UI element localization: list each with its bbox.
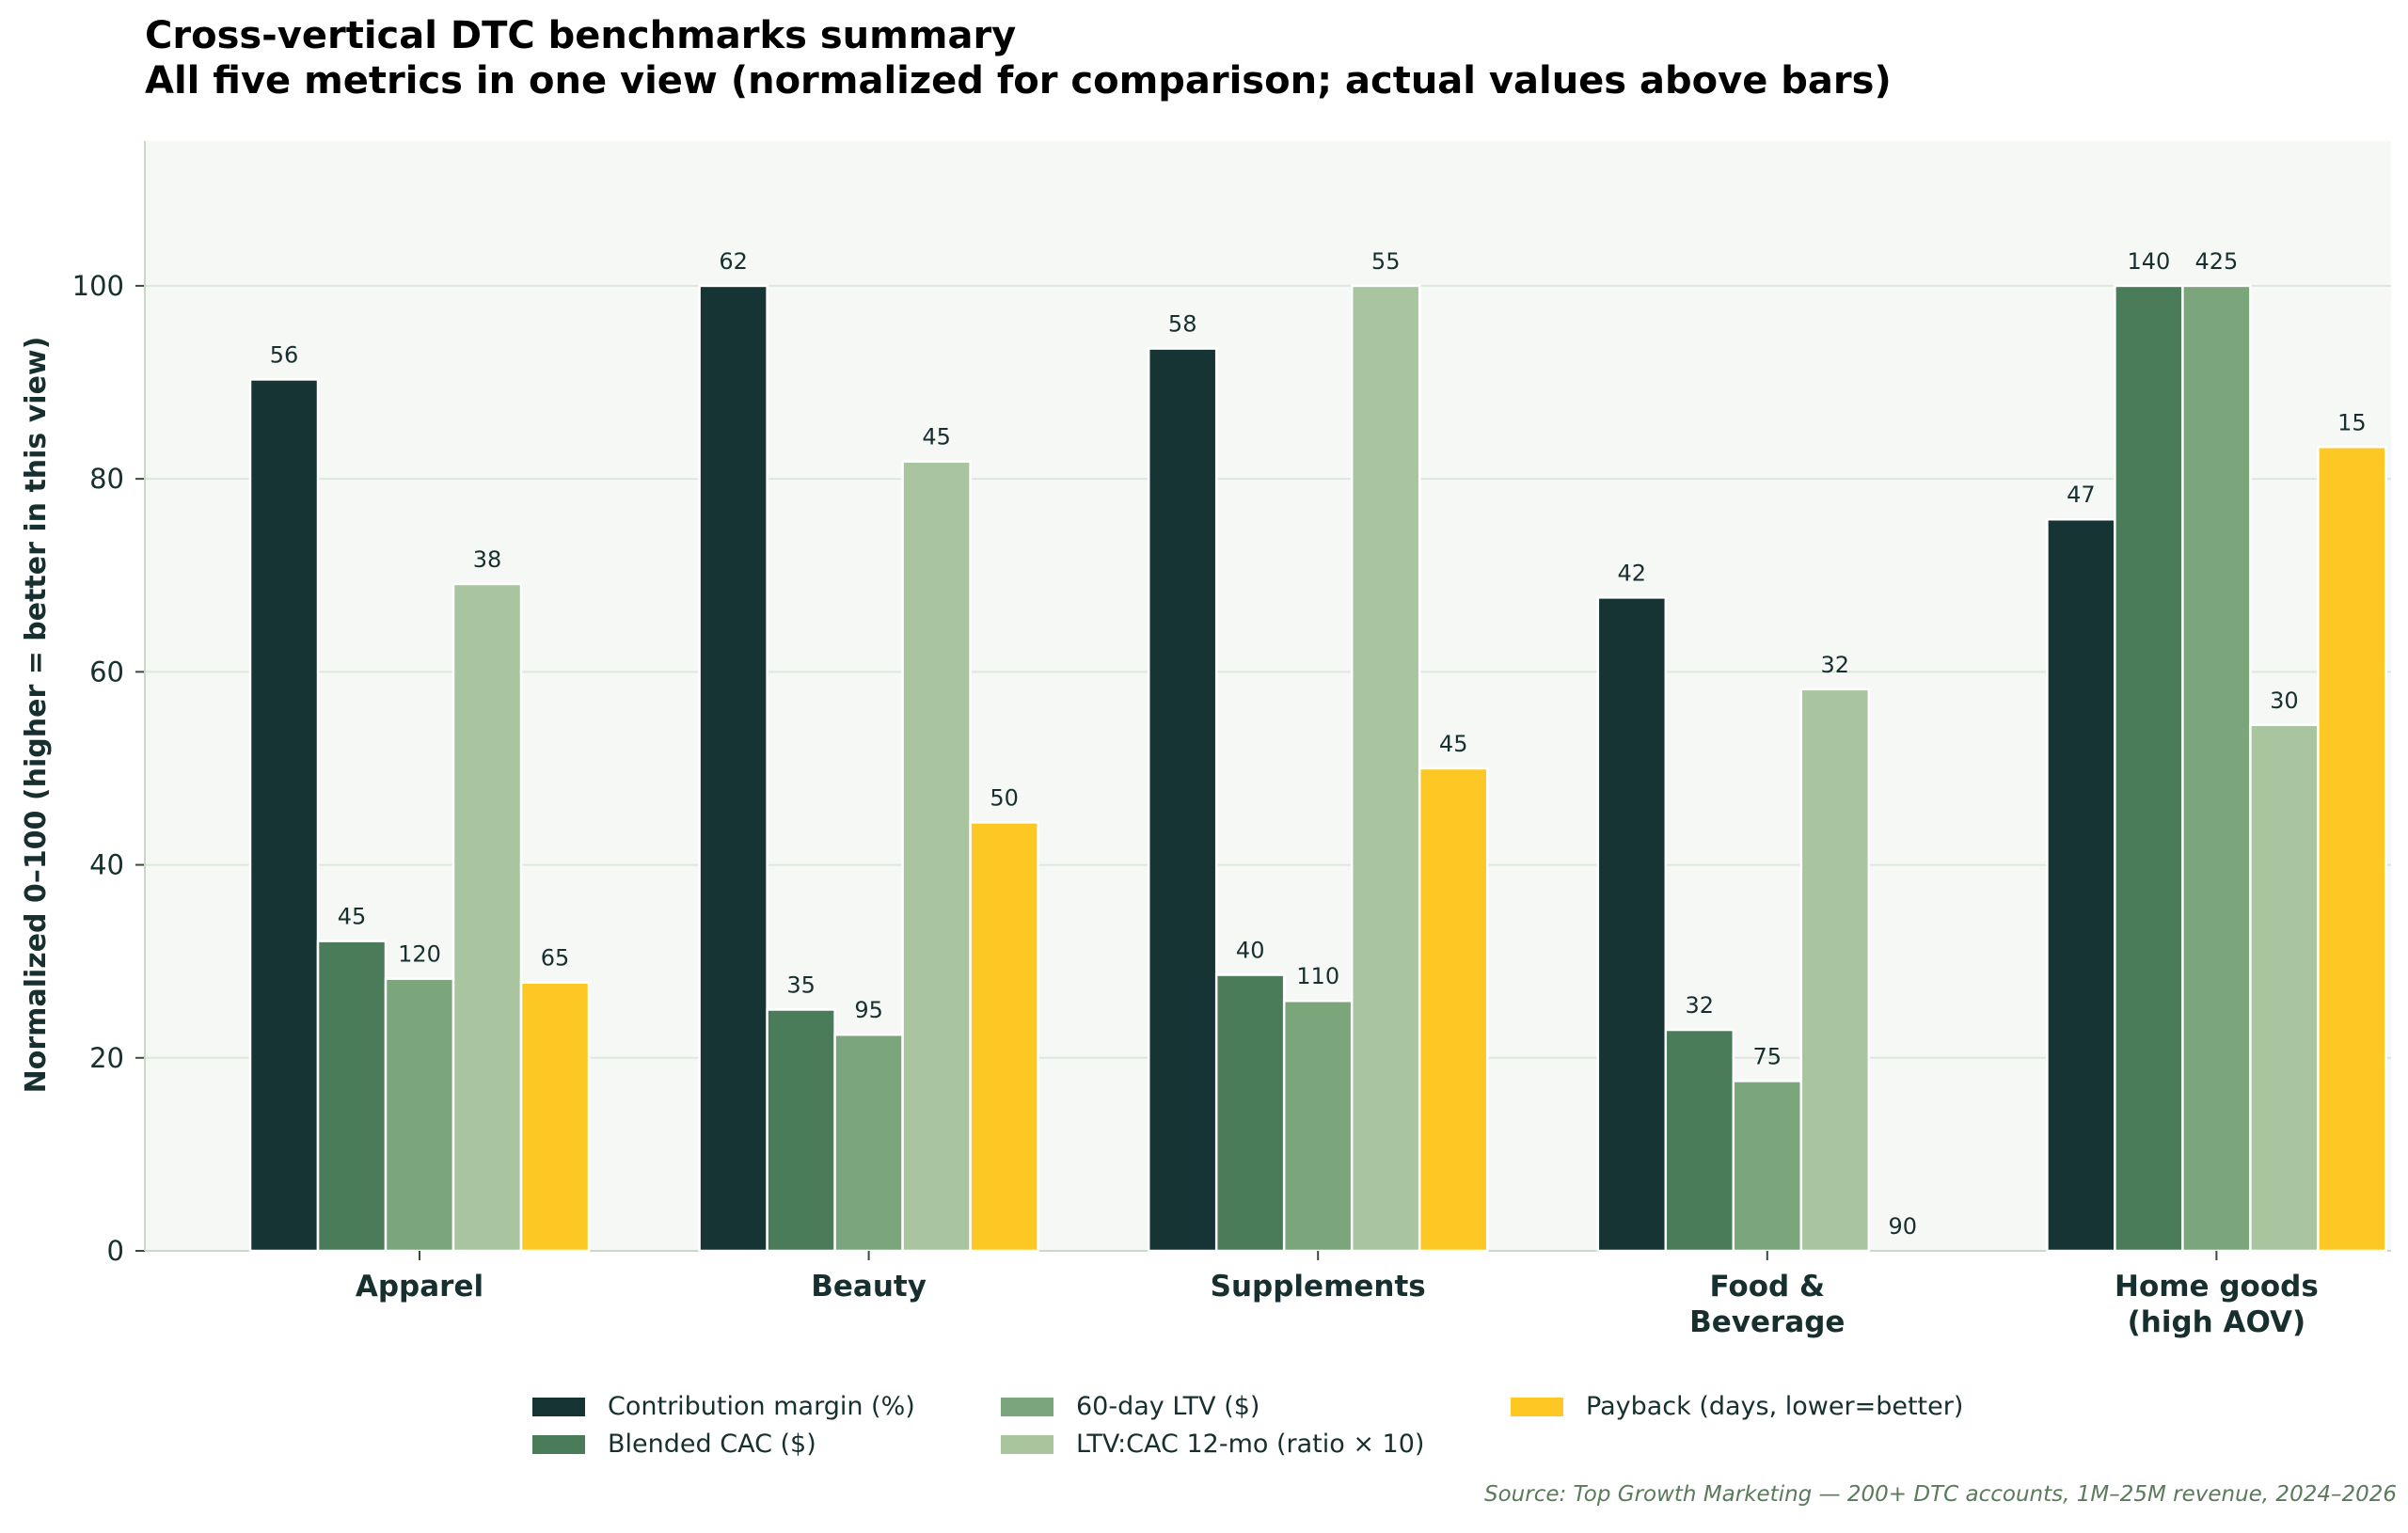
bar xyxy=(1350,284,1421,1253)
y-tick-label: 0 xyxy=(107,1235,124,1267)
legend-swatch xyxy=(1001,1397,1054,1416)
legend-label: Blended CAC ($) xyxy=(608,1430,816,1459)
bar xyxy=(766,1008,836,1253)
bar xyxy=(833,1033,904,1253)
bar-value-label: 65 xyxy=(541,945,570,972)
source-note: Source: Top Growth Marketing — 200+ DTC … xyxy=(1484,1482,2397,1507)
bar xyxy=(384,977,455,1253)
category-label: Beverage xyxy=(1689,1305,1845,1339)
y-tick-label: 80 xyxy=(89,463,124,495)
category-label: Home goods xyxy=(2115,1270,2319,1304)
legend-item: Contribution margin (%) xyxy=(532,1392,915,1421)
bar xyxy=(1596,596,1668,1253)
bar-value-label: 120 xyxy=(398,941,441,968)
bar xyxy=(2114,284,2184,1253)
y-tick-label: 40 xyxy=(89,849,124,881)
legend-label: LTV:CAC 12-mo (ratio × 10) xyxy=(1076,1430,1425,1459)
bar-value-label: 45 xyxy=(1439,731,1468,757)
bar xyxy=(1732,1080,1803,1253)
legend-item: 60-day LTV ($) xyxy=(1001,1392,1259,1421)
legend-swatch xyxy=(1001,1434,1054,1454)
legend-swatch xyxy=(532,1434,585,1454)
bar-value-label: 95 xyxy=(854,997,883,1023)
bar xyxy=(519,981,591,1253)
bar xyxy=(2317,446,2387,1253)
y-tick-label: 100 xyxy=(72,270,124,302)
bar-value-label: 50 xyxy=(990,784,1019,811)
category-label: Apparel xyxy=(356,1270,483,1304)
bar-value-label: 62 xyxy=(719,248,748,275)
bar-value-label: 55 xyxy=(1371,248,1401,275)
bar-value-label: 42 xyxy=(1618,560,1647,586)
legend-item: Blended CAC ($) xyxy=(532,1430,816,1459)
bar xyxy=(1214,973,1286,1253)
bar-value-label: 56 xyxy=(270,341,299,368)
legend-item: LTV:CAC 12-mo (ratio × 10) xyxy=(1001,1430,1424,1459)
bar xyxy=(1282,999,1354,1253)
bar-value-label: 15 xyxy=(2337,409,2367,435)
category-label: Supplements xyxy=(1211,1270,1426,1304)
bar-value-label: 140 xyxy=(2127,248,2170,275)
legend-item: Payback (days, lower=better) xyxy=(1511,1392,1963,1421)
legend-label: Contribution margin (%) xyxy=(608,1392,915,1421)
bar-value-label: 35 xyxy=(786,972,816,998)
bar-value-label: 75 xyxy=(1753,1043,1782,1069)
bar xyxy=(248,378,320,1253)
chart-title: Cross-vertical DTC benchmarks summary xyxy=(145,14,1017,57)
bar-value-label: 32 xyxy=(1686,992,1715,1019)
y-axis-label: Normalized 0–100 (higher = better in thi… xyxy=(20,337,53,1094)
legend: Contribution margin (%) Blended CAC ($) 60… xyxy=(0,1392,2408,1467)
bar-value-label: 40 xyxy=(1236,938,1265,964)
bar xyxy=(2181,284,2252,1253)
bar-value-label: 32 xyxy=(1821,652,1850,678)
bar xyxy=(969,821,1039,1253)
bar-value-label: 45 xyxy=(338,904,367,930)
bar-value-label: 47 xyxy=(2067,482,2096,508)
bar-value-label: 38 xyxy=(473,546,502,573)
bar-value-label: 425 xyxy=(2194,248,2238,275)
legend-swatch xyxy=(1511,1397,1563,1416)
bar-value-label: 58 xyxy=(1168,311,1197,338)
y-tick-label: 60 xyxy=(89,656,124,687)
bar xyxy=(698,284,768,1253)
bar-value-label: 30 xyxy=(2270,687,2299,714)
bar xyxy=(1799,687,1871,1253)
y-tick-label: 20 xyxy=(89,1042,124,1074)
bar xyxy=(316,940,388,1253)
category-label: Food & xyxy=(1710,1270,1826,1304)
bar xyxy=(1664,1028,1735,1253)
bar xyxy=(1147,347,1218,1253)
chart-subtitle: All five metrics in one view (normalized… xyxy=(145,59,1892,103)
bar xyxy=(452,582,523,1253)
bar-chart: 0 20 40 60 80 100 Normalized 0–100 (higher = b… xyxy=(20,141,2391,1339)
legend-label: 60-day LTV ($) xyxy=(1076,1392,1260,1421)
bar xyxy=(2046,517,2116,1253)
category-label: Beauty xyxy=(811,1270,927,1304)
legend-label: Payback (days, lower=better) xyxy=(1586,1392,1964,1421)
bar-value-label: 110 xyxy=(1296,963,1339,989)
bar-value-label: 45 xyxy=(922,424,951,450)
bar-value-label: 90 xyxy=(1889,1213,1918,1240)
bar xyxy=(901,460,972,1253)
bar xyxy=(2249,723,2320,1253)
bar xyxy=(1418,766,1489,1253)
legend-swatch xyxy=(532,1397,585,1416)
category-label: (high AOV) xyxy=(2128,1305,2306,1339)
